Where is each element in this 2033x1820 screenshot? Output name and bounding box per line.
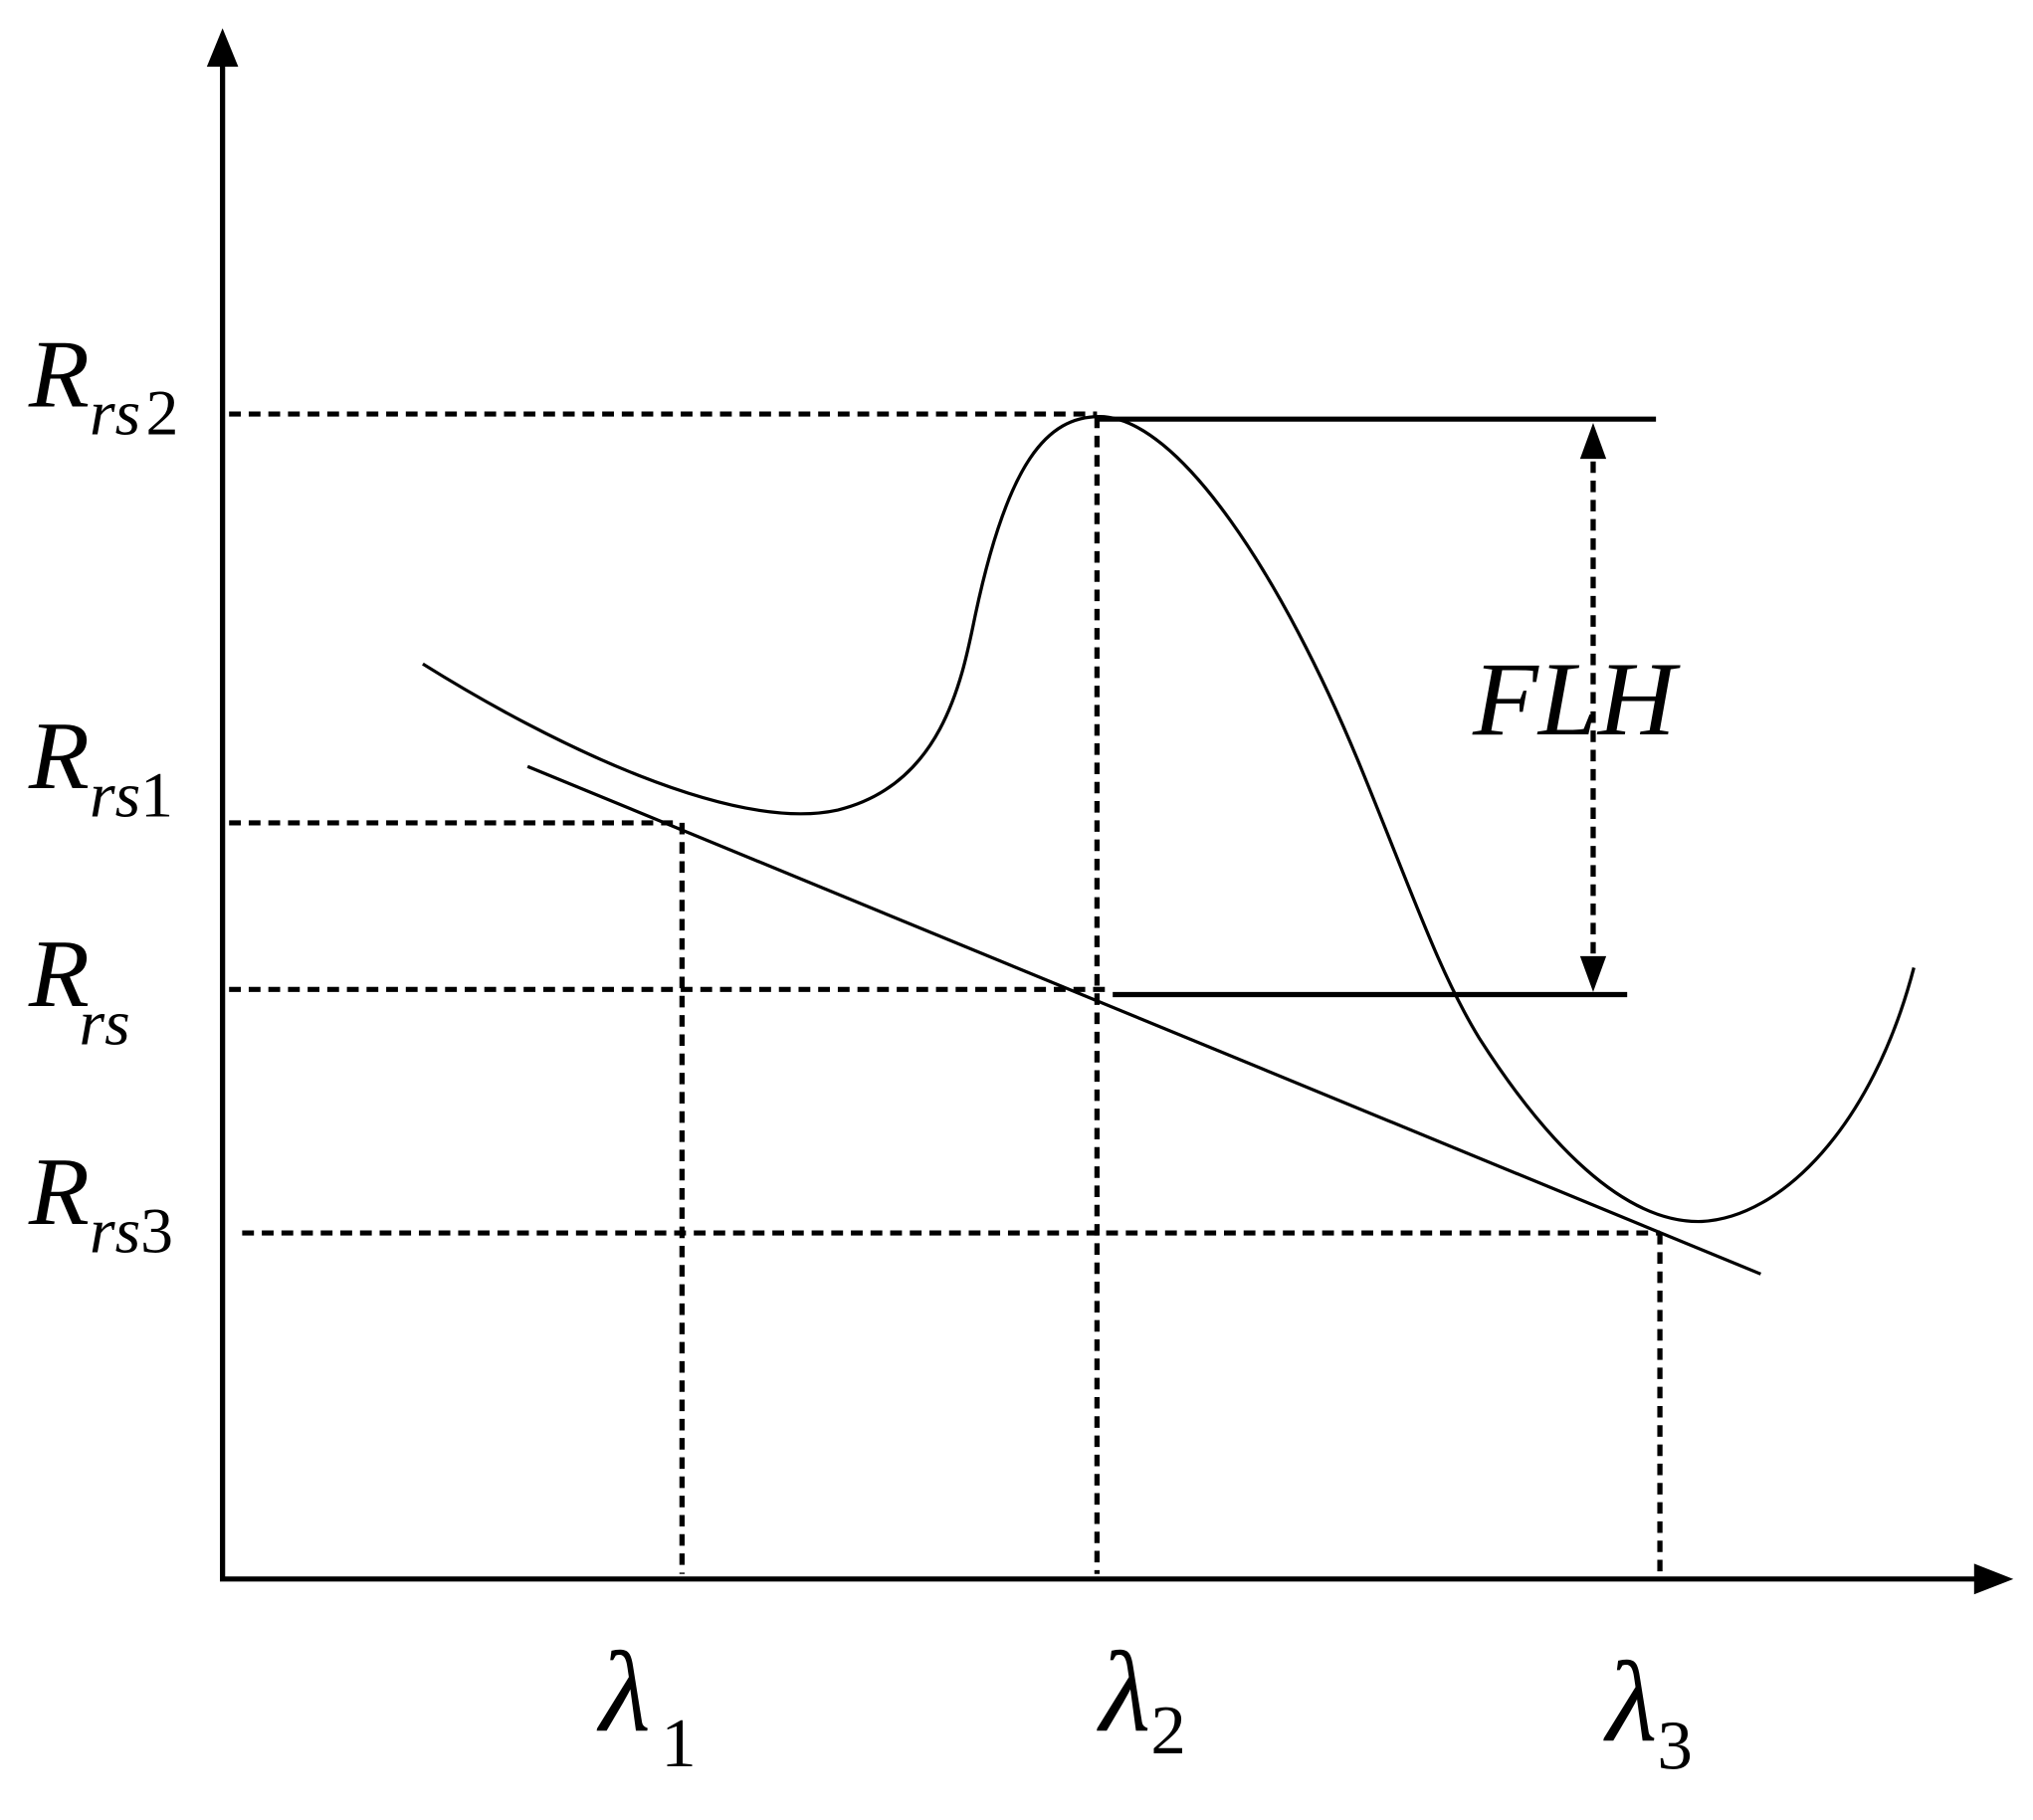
spectrum-curve xyxy=(422,414,1916,1224)
label-part: λ xyxy=(596,1629,650,1756)
label-part: R xyxy=(28,920,90,1028)
label-part: 3 xyxy=(1657,1708,1693,1784)
y-label: Rrs1 xyxy=(28,703,173,831)
label-part: 2 xyxy=(1150,1693,1186,1769)
label-part: rs xyxy=(90,1196,140,1267)
flh-arrow-head xyxy=(1579,955,1607,992)
label-part: rs xyxy=(90,760,140,831)
baseline xyxy=(526,764,1762,1276)
label-part: R xyxy=(28,703,90,810)
label-part: 1 xyxy=(661,1706,697,1782)
label-part: λ xyxy=(1097,1629,1150,1756)
y-axis-arrow xyxy=(206,28,239,67)
label-part: 3 xyxy=(140,1196,173,1267)
y-label: Rrs3 xyxy=(28,1138,173,1267)
y-label: Rrs xyxy=(28,920,130,1060)
label-part: rs xyxy=(79,988,129,1059)
label-part: R xyxy=(28,320,90,428)
label-part: 1 xyxy=(140,760,173,831)
label-part: R xyxy=(28,1138,90,1246)
label-part: λ xyxy=(1603,1639,1657,1766)
label-part: 2 xyxy=(145,378,178,449)
flh-label: FLH xyxy=(1472,642,1681,758)
y-label: Rrs 2 xyxy=(28,320,178,449)
label-part: rs xyxy=(90,378,140,449)
x-label: λ2 xyxy=(1097,1629,1186,1769)
x-label: λ3 xyxy=(1603,1639,1693,1784)
flh-arrow-head xyxy=(1579,423,1607,460)
x-axis-arrow xyxy=(1973,1563,2014,1595)
